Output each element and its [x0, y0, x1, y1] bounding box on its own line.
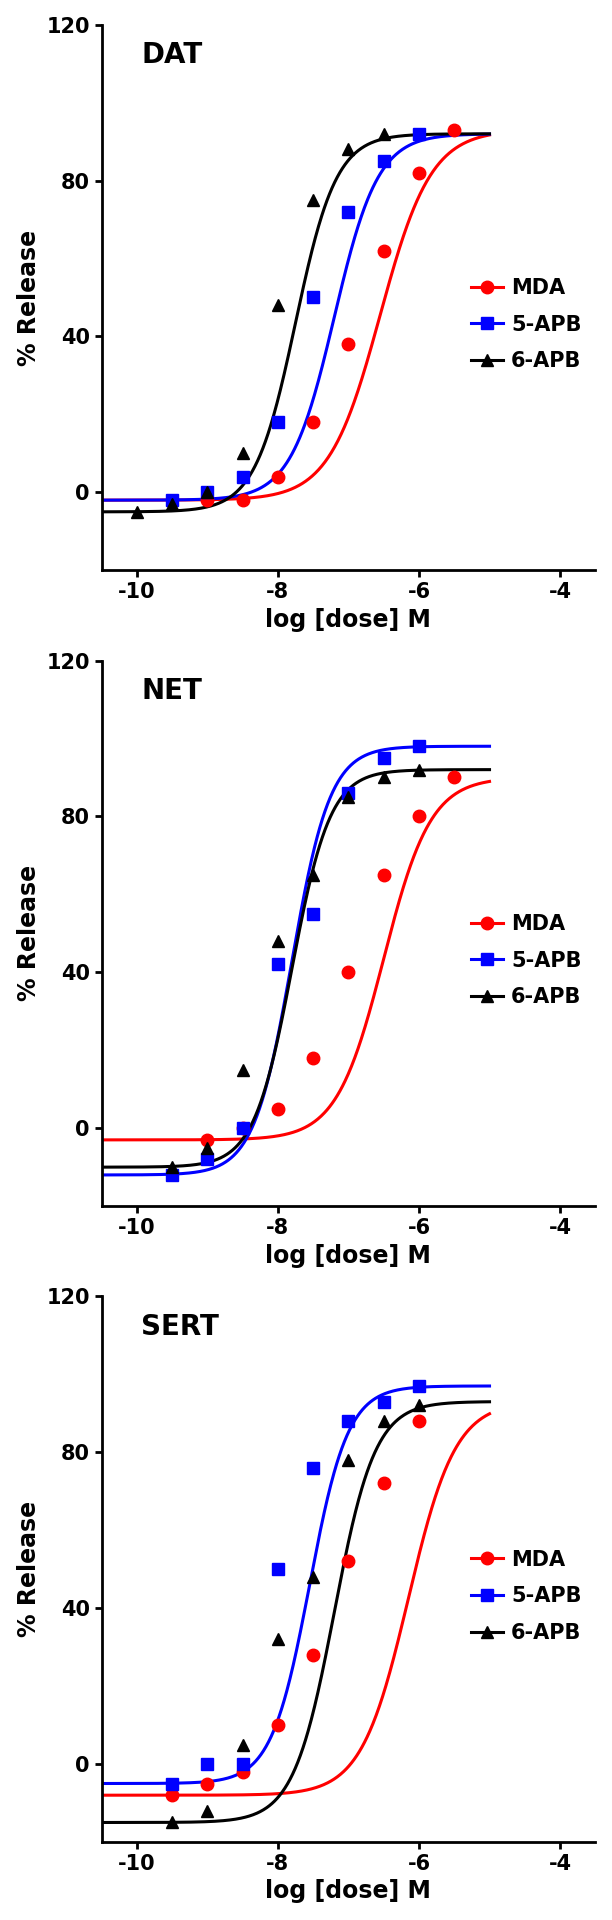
- Text: DAT: DAT: [141, 40, 203, 69]
- Legend: MDA, 5-APB, 6-APB: MDA, 5-APB, 6-APB: [463, 271, 590, 380]
- X-axis label: log [dose] M: log [dose] M: [266, 607, 431, 632]
- Legend: MDA, 5-APB, 6-APB: MDA, 5-APB, 6-APB: [463, 1542, 590, 1651]
- Y-axis label: % Release: % Release: [17, 866, 40, 1002]
- Y-axis label: % Release: % Release: [17, 1501, 40, 1638]
- X-axis label: log [dose] M: log [dose] M: [266, 1880, 431, 1903]
- Text: SERT: SERT: [141, 1313, 219, 1340]
- Text: NET: NET: [141, 678, 202, 705]
- Legend: MDA, 5-APB, 6-APB: MDA, 5-APB, 6-APB: [463, 906, 590, 1016]
- X-axis label: log [dose] M: log [dose] M: [266, 1244, 431, 1267]
- Y-axis label: % Release: % Release: [17, 228, 40, 365]
